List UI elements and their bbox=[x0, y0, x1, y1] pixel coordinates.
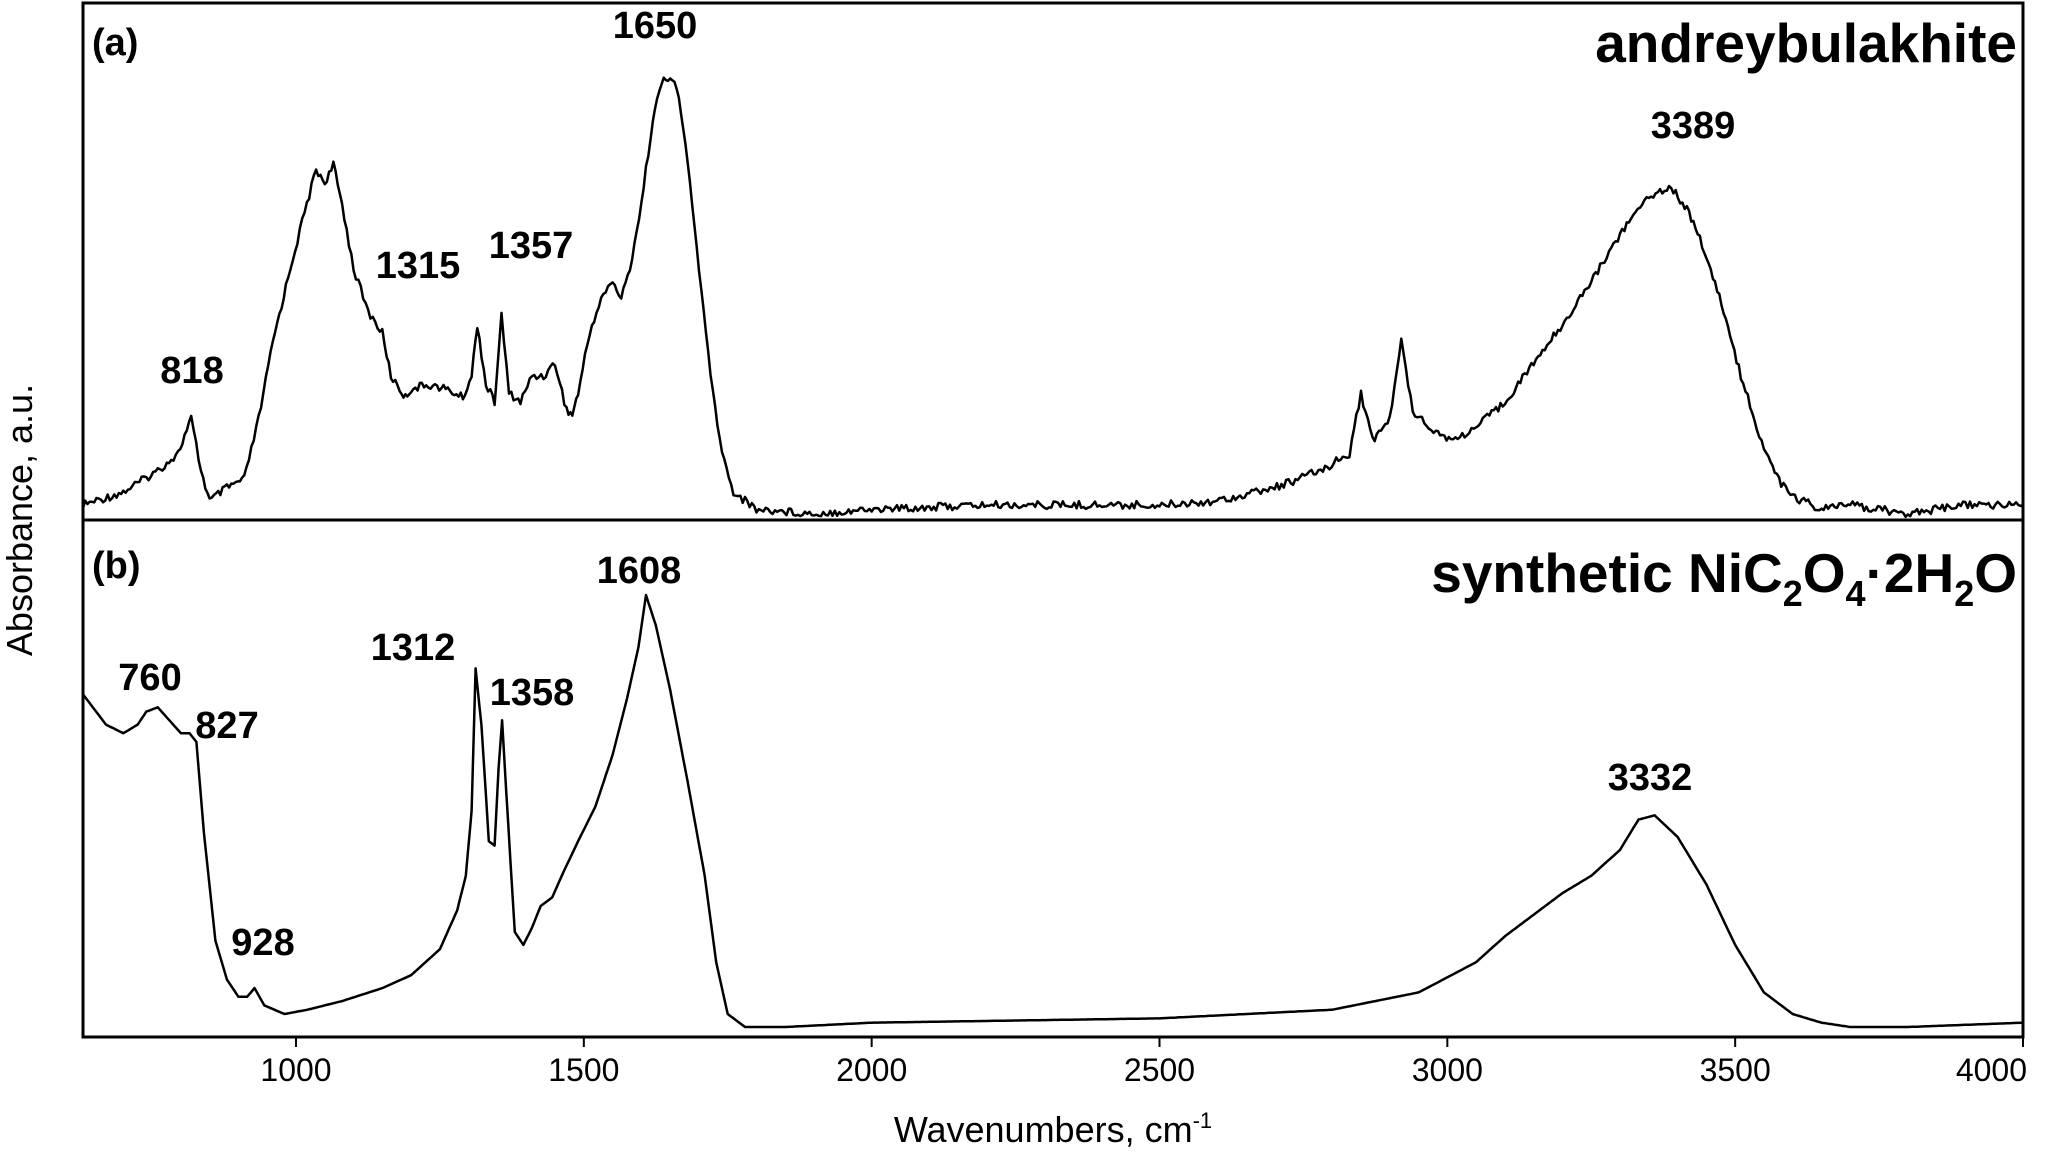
x-tick-label-1000: 1000 bbox=[260, 1052, 331, 1088]
x-tick-label-3500: 3500 bbox=[1700, 1052, 1771, 1088]
panel-a-tag: (a) bbox=[92, 22, 138, 64]
x-axis-label: Wavenumbers, cm-1 bbox=[894, 1108, 1212, 1150]
peak-label-b-827: 827 bbox=[195, 705, 258, 747]
panel-a-title: andreybulakhite bbox=[1595, 12, 2017, 74]
panel-b-frame bbox=[81, 518, 2025, 1039]
spectrum-line-andreybulakhite bbox=[81, 76, 2024, 519]
peak-label-b-1608: 1608 bbox=[597, 550, 682, 592]
peak-label-a-818: 818 bbox=[160, 350, 223, 392]
x-axis-ticks: 1000 1500 2000 2500 3000 3500 4000 bbox=[260, 1037, 2027, 1088]
x-tick-label-2000: 2000 bbox=[836, 1052, 907, 1088]
panel-b-title: synthetic NiC2O4·2H2O bbox=[1431, 542, 2017, 614]
peak-label-a-1357: 1357 bbox=[489, 225, 574, 267]
x-tick-label-4000: 4000 bbox=[1956, 1052, 2027, 1088]
x-tick-label-3000: 3000 bbox=[1412, 1052, 1483, 1088]
spectrum-line-synthetic bbox=[82, 593, 2024, 1029]
peak-label-a-3389: 3389 bbox=[1651, 105, 1736, 147]
peak-label-b-760: 760 bbox=[118, 657, 181, 699]
x-tick-label-2500: 2500 bbox=[1124, 1052, 1195, 1088]
peak-label-a-1650: 1650 bbox=[613, 5, 698, 47]
peak-label-b-928: 928 bbox=[231, 922, 294, 964]
x-tick-label-1500: 1500 bbox=[548, 1052, 619, 1088]
panel-b-tag: (b) bbox=[92, 545, 141, 587]
peak-label-b-1358: 1358 bbox=[490, 672, 575, 714]
peak-label-b-3332: 3332 bbox=[1608, 757, 1693, 799]
peak-label-a-1315: 1315 bbox=[376, 245, 461, 287]
peak-label-b-1312: 1312 bbox=[371, 627, 456, 669]
y-axis-label: Absorbance, a.u. bbox=[0, 384, 40, 656]
